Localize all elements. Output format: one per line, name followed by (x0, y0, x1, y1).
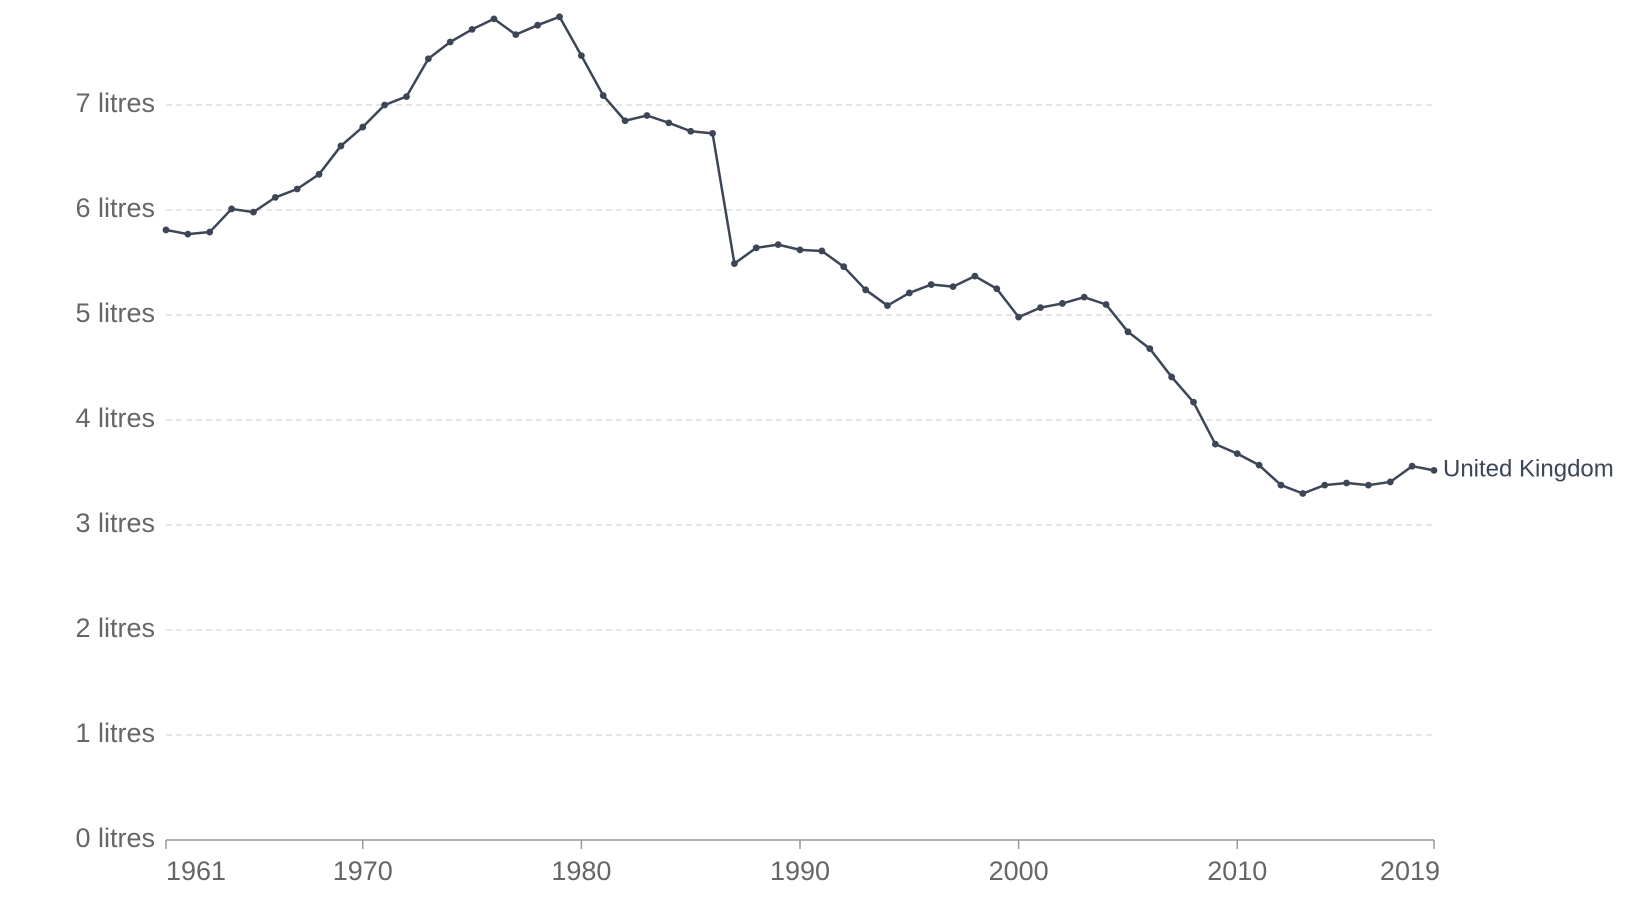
point (337, 142, 345, 150)
point (599, 92, 607, 99)
x-tick-label: 1990 (770, 856, 830, 886)
point (818, 247, 826, 255)
point (1430, 467, 1438, 474)
x-tick-label: 1980 (551, 856, 611, 886)
point (490, 15, 498, 23)
point (468, 26, 476, 33)
point (556, 13, 563, 21)
point (359, 123, 367, 131)
series-line (165, 15, 1435, 495)
point (1058, 300, 1066, 307)
point (512, 31, 520, 39)
point (840, 263, 848, 271)
point (1168, 373, 1176, 381)
point (752, 244, 760, 252)
point (250, 208, 257, 216)
point (643, 112, 651, 119)
y-tick-label: 1 litres (75, 718, 155, 748)
point (993, 285, 1001, 293)
point (293, 185, 301, 193)
point (206, 228, 214, 236)
point (162, 226, 170, 234)
point (184, 230, 192, 238)
point (949, 283, 957, 291)
x-tick-label: 1970 (333, 856, 393, 886)
point (905, 289, 913, 297)
point (1146, 345, 1154, 352)
point (1037, 304, 1044, 312)
point (796, 246, 804, 254)
point (731, 260, 738, 267)
y-tick-label: 0 litres (75, 823, 155, 853)
series-label: United Kingdom (1443, 456, 1614, 483)
point (927, 281, 935, 288)
point (1386, 478, 1394, 486)
point (381, 101, 389, 109)
y-tick-label: 5 litres (75, 298, 155, 328)
point (665, 119, 673, 127)
y-tick-label: 2 litres (75, 613, 155, 643)
point (687, 127, 695, 135)
y-tick-label: 3 litres (75, 508, 155, 538)
x-tick-label: 2019 (1380, 856, 1440, 886)
point (621, 117, 629, 125)
point (424, 55, 432, 63)
point (1299, 490, 1307, 497)
point (271, 194, 279, 201)
point (1080, 293, 1088, 301)
point (774, 241, 782, 249)
point (315, 170, 323, 178)
point (884, 302, 891, 309)
point (446, 38, 454, 46)
x-tick-label: 2010 (1207, 856, 1267, 886)
point (534, 21, 542, 29)
y-tick-label: 4 litres (75, 403, 155, 433)
point (1277, 481, 1285, 489)
point (1233, 450, 1241, 457)
point (403, 93, 410, 100)
point (1211, 440, 1219, 448)
x-tick-label: 1961 (166, 856, 226, 886)
point (709, 129, 716, 137)
point (1190, 398, 1197, 406)
y-tick-label: 7 litres (75, 88, 155, 118)
point (1408, 462, 1416, 470)
point (1343, 479, 1350, 487)
point (1124, 328, 1132, 336)
point (971, 272, 979, 280)
point (228, 205, 235, 213)
point (1321, 481, 1329, 489)
point (1102, 301, 1110, 308)
point (862, 286, 869, 294)
point (1365, 481, 1372, 489)
point (1015, 313, 1023, 321)
x-tick-label: 2000 (989, 856, 1049, 886)
y-tick-label: 6 litres (75, 193, 155, 223)
point (1255, 461, 1263, 469)
point (577, 52, 585, 60)
